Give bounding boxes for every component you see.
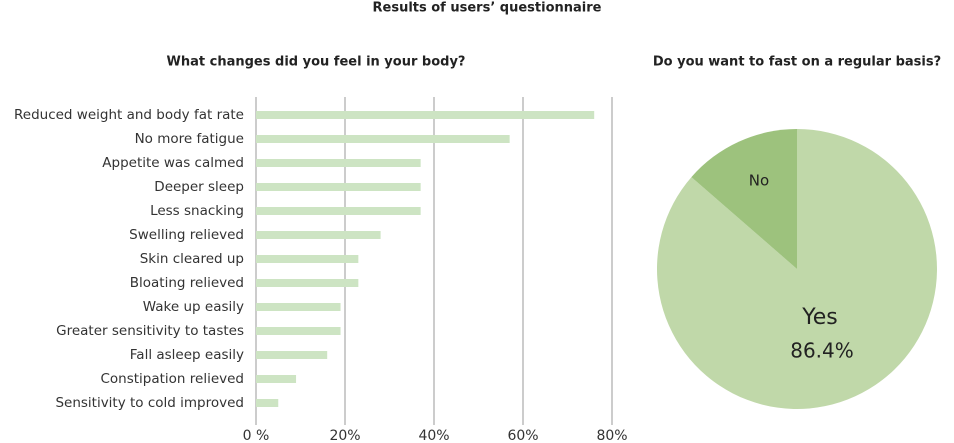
bar — [256, 327, 341, 335]
x-tick-label: 80% — [596, 428, 627, 443]
y-tick-label: Bloating relieved — [130, 275, 244, 291]
bar — [256, 279, 359, 287]
y-tick-label: Sensitivity to cold improved — [55, 395, 244, 411]
bar — [256, 303, 341, 311]
y-tick-label: Less snacking — [150, 203, 244, 219]
bar — [256, 375, 297, 383]
y-tick-label: Appetite was calmed — [102, 155, 244, 171]
y-tick-label: Fall asleep easily — [130, 347, 244, 363]
page-title: Results of users’ questionnaire — [373, 1, 602, 16]
x-tick-label: 0 % — [243, 428, 270, 443]
bar — [256, 351, 328, 359]
bar — [256, 111, 595, 119]
y-tick-label: Swelling relieved — [129, 227, 244, 243]
bar — [256, 255, 359, 263]
bar — [256, 207, 421, 215]
bar — [256, 183, 421, 191]
x-tick-label: 60% — [507, 428, 538, 443]
x-tick-label: 40% — [418, 428, 449, 443]
y-tick-label: Skin cleared up — [140, 251, 244, 267]
bar — [256, 159, 421, 167]
y-tick-label: Reduced weight and body fat rate — [14, 107, 244, 123]
bar — [256, 135, 510, 143]
y-tick-label: Constipation relieved — [100, 371, 244, 387]
y-tick-label: No more fatigue — [135, 131, 244, 147]
slice-label: Yes — [801, 305, 838, 330]
value-label: 86.4% — [790, 339, 854, 363]
chart-title: What changes did you feel in your body? — [167, 55, 466, 70]
bar — [256, 231, 381, 239]
x-tick-label: 20% — [329, 428, 360, 443]
slice-label: No — [749, 172, 769, 190]
bar — [256, 399, 279, 407]
chart-title: Do you want to fast on a regular basis? — [653, 55, 941, 70]
y-tick-label: Wake up easily — [143, 299, 244, 315]
y-tick-label: Greater sensitivity to tastes — [56, 323, 244, 339]
pie-slice — [691, 129, 797, 269]
y-tick-label: Deeper sleep — [154, 179, 244, 195]
